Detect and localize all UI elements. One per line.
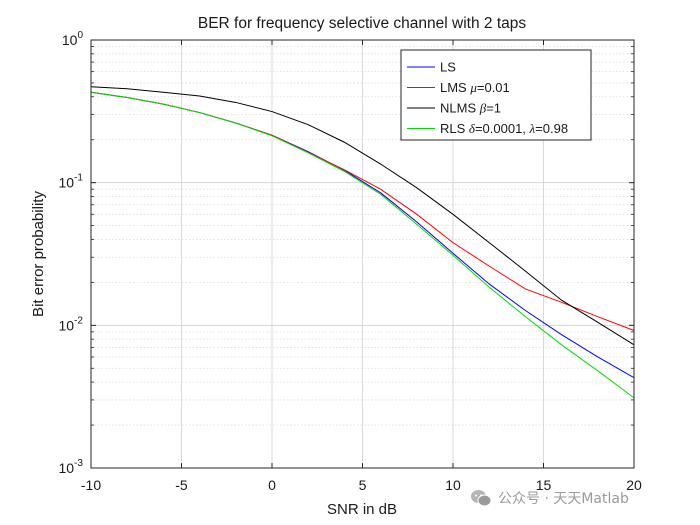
x-tick-labels: -10 -5 0 5 10 15 20	[81, 477, 642, 493]
y-tick-label: 10-3	[59, 458, 84, 476]
series-line-rls	[90, 91, 635, 399]
y-tick-label: 100	[62, 30, 84, 48]
chart-title: BER for frequency selective channel with…	[198, 15, 527, 32]
series-line-nlms	[90, 86, 635, 346]
legend-box	[400, 49, 592, 141]
x-tick-label: 15	[536, 477, 552, 493]
x-tick-label: 10	[445, 477, 461, 493]
series-lines	[90, 86, 635, 399]
watermark: 公众号 · 天天Matlab	[470, 488, 629, 508]
y-tick-label: 10-2	[59, 315, 84, 333]
wechat-icon	[471, 490, 492, 507]
y-tick-labels: 100 10-1 10-2 10-3	[59, 30, 84, 476]
y-tick-label: 10-1	[59, 173, 84, 191]
watermark-text: 公众号 · 天天Matlab	[498, 491, 629, 507]
x-axis-label: SNR in dB	[327, 501, 397, 518]
legend-label: NLMS β=1	[440, 101, 501, 116]
legend: LS LMS μ=0.01 NLMS β=1 RLS δ=0.0001, λ=0.98	[400, 49, 592, 141]
x-tick-label: -10	[81, 477, 101, 493]
legend-label: LMS μ=0.01	[440, 80, 510, 95]
x-tick-label: 5	[359, 477, 367, 493]
x-tick-label: 20	[626, 477, 642, 493]
x-tick-label: -5	[175, 477, 188, 493]
y-axis-label: Bit error probability	[30, 191, 47, 317]
ticks	[90, 39, 635, 469]
legend-label: RLS δ=0.0001, λ=0.98	[440, 121, 568, 136]
x-tick-label: 0	[268, 477, 276, 493]
legend-label: LS	[440, 60, 456, 75]
